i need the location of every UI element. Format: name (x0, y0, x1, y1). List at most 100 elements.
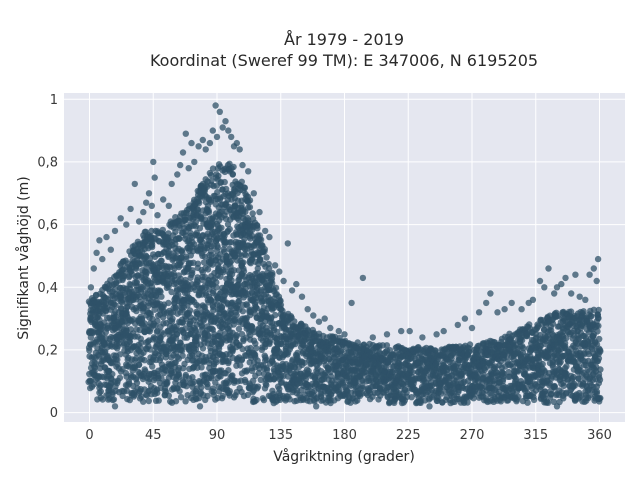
outlier-point (369, 334, 376, 341)
outlier-point (335, 327, 342, 335)
y-tick-label: 0 (50, 406, 58, 421)
outlier-point (202, 146, 209, 153)
outlier-point (541, 284, 548, 291)
data-points (85, 102, 604, 410)
outlier-point (90, 265, 98, 272)
data-point (241, 184, 249, 192)
outlier-point (315, 318, 323, 325)
x-tick-label: 225 (396, 428, 421, 443)
y-tick-label: 1 (50, 93, 58, 108)
data-point (242, 252, 250, 259)
data-point (182, 232, 189, 239)
outlier-point (568, 290, 575, 297)
data-point (228, 239, 235, 246)
data-point (151, 306, 158, 313)
x-tick-label: 135 (268, 428, 293, 443)
outlier-point (233, 139, 240, 147)
outlier-point (127, 205, 134, 213)
x-tick-label: 315 (523, 428, 548, 443)
outlier-point (558, 280, 565, 288)
outlier-point (185, 165, 192, 172)
outlier-point (213, 133, 221, 141)
data-point (263, 366, 271, 373)
outlier-point (206, 139, 214, 147)
data-point (172, 398, 180, 405)
data-point (354, 397, 361, 404)
data-point (149, 363, 156, 370)
data-point (240, 267, 248, 275)
data-point (172, 228, 179, 235)
data-point (257, 376, 264, 383)
data-point (230, 163, 237, 171)
data-point (179, 352, 186, 359)
data-point (596, 376, 604, 383)
outlier-point (177, 161, 184, 169)
outlier-point (117, 215, 124, 222)
outlier-point (461, 315, 469, 322)
data-point (229, 171, 236, 178)
data-point (580, 308, 587, 315)
data-point (261, 248, 268, 255)
outlier-point (168, 180, 175, 188)
data-point (593, 388, 601, 395)
data-point (466, 341, 474, 348)
data-point (218, 395, 226, 402)
x-tick-label: 45 (145, 428, 162, 443)
data-point (189, 270, 196, 277)
data-point (177, 339, 184, 346)
data-point (158, 329, 165, 336)
data-point (194, 333, 202, 340)
outlier-point (143, 199, 150, 206)
data-point (269, 269, 276, 277)
data-point (235, 297, 243, 305)
data-point (229, 354, 236, 361)
outlier-point (359, 274, 367, 282)
outlier-point (256, 208, 263, 216)
data-point (199, 345, 207, 352)
outlier-point (298, 293, 306, 300)
data-point (198, 384, 205, 391)
data-point (225, 367, 232, 374)
data-point (109, 370, 116, 378)
data-point (597, 394, 604, 402)
data-point (133, 379, 141, 387)
data-point (239, 308, 247, 315)
data-point (117, 304, 125, 312)
data-point (141, 357, 148, 364)
data-point (336, 386, 343, 394)
data-point (262, 380, 269, 387)
data-point (301, 359, 308, 366)
data-point (221, 178, 228, 186)
data-point (89, 328, 96, 335)
outlier-point (406, 327, 413, 335)
data-point (168, 288, 175, 296)
outlier-point (576, 293, 583, 300)
data-point (561, 340, 569, 347)
data-point (112, 356, 120, 363)
outlier-point (151, 174, 158, 181)
y-axis-label: Signifikant våghöjd (m) (15, 176, 32, 339)
outlier-point (245, 168, 252, 175)
data-point (133, 278, 140, 285)
data-point (249, 210, 256, 217)
data-point (595, 345, 603, 352)
x-tick-labels: 0 45 90 135 180 225 270 315 360 (85, 428, 612, 443)
data-point (244, 302, 251, 309)
outlier-point (93, 249, 100, 256)
data-point (233, 333, 240, 340)
data-point (238, 331, 246, 338)
outlier-point (501, 306, 508, 313)
outlier-point (160, 196, 167, 203)
outlier-point (508, 299, 515, 307)
data-point (246, 204, 254, 211)
data-point (233, 311, 240, 319)
data-point (230, 317, 237, 324)
y-tick-label: 0,8 (37, 155, 58, 170)
data-point (92, 360, 100, 367)
data-point (198, 364, 205, 371)
outlier-point (250, 190, 257, 197)
data-point (158, 293, 165, 300)
data-point (175, 370, 182, 378)
outlier-point (123, 221, 130, 228)
data-point (254, 225, 261, 232)
